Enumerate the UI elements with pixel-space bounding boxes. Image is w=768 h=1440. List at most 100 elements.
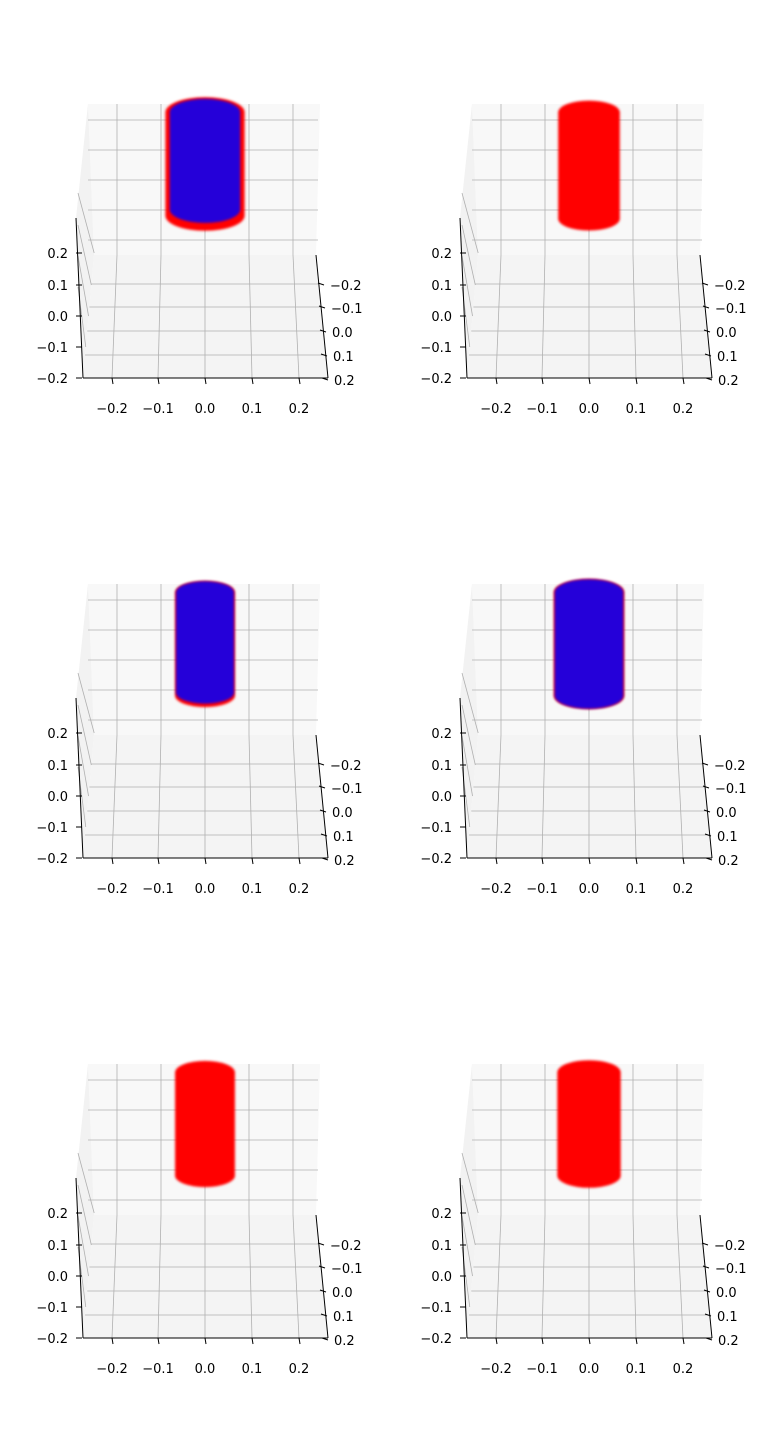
x-tick-label: 0.0 [579,402,600,417]
x-tick [635,1337,638,1345]
x-tick [298,377,301,385]
grid-line [111,254,118,379]
z-tick-label: 0.0 [431,1270,452,1285]
grid-line [461,192,479,254]
z-tick-label: −0.2 [420,372,452,387]
y-tick-label: −0.1 [715,302,747,317]
subplot-3: −0.2 −0.1 0.0 0.1 0.2 −0.2 −0.1 0.0 0.1 0.2 −0.2 −0… [36,580,363,897]
y-tick [320,1313,328,1317]
grid-line [77,192,95,254]
y-tick [701,762,709,766]
y-tick-label: −0.1 [715,782,747,797]
grid-line [632,734,637,859]
x-tick-label: 0.0 [195,1362,216,1377]
z-tick-label: −0.1 [420,341,452,356]
x-tick [495,1337,498,1345]
z-tick-label: −0.1 [36,341,68,356]
z-tick-label: 0.1 [431,1239,452,1254]
gridlines [461,104,710,379]
z-axis-line [459,1177,468,1339]
grid-line [632,1214,637,1339]
grid-line [77,255,89,317]
grid-line [248,734,253,859]
grid-line [77,672,95,734]
y-tick [704,1313,712,1317]
y-axis-line [315,1214,329,1339]
cylinder-body [175,1072,235,1176]
y-tick [321,377,329,381]
z-tick-label: −0.1 [420,1301,452,1316]
x-tick-label: −0.1 [526,1362,558,1377]
z-axis-line [75,1177,84,1339]
z-axis-line [75,217,84,379]
z-tick-label: 0.0 [47,790,68,805]
y-tick-label: 0.2 [718,1334,739,1349]
grid-line [541,254,546,379]
y-tick [321,857,329,861]
x-tick-label: 0.0 [195,882,216,897]
y-tick [321,1337,329,1341]
z-tick-label: 0.1 [47,759,68,774]
x-tick-label: 0.1 [242,882,263,897]
floor-pane [83,255,328,378]
grid-line [461,672,479,734]
z-tick-label: 0.2 [47,727,68,742]
x-tick [495,857,498,865]
grid-line [77,1215,89,1277]
y-tick [705,377,713,381]
y-tick-label: −0.1 [715,1262,747,1277]
x-tick [204,377,207,385]
z-tick-label: −0.2 [36,372,68,387]
x-tick-label: 0.2 [673,882,694,897]
cylinder-body [554,592,624,696]
y-tick [319,329,327,333]
x-tick [251,1337,254,1345]
y-tick [704,353,712,357]
x-tick-label: 0.1 [626,402,647,417]
x-tick [635,377,638,385]
x-tick [541,377,544,385]
y-tick-label: 0.0 [332,1286,353,1301]
x-tick [588,1337,591,1345]
z-tick-label: −0.2 [420,1332,452,1347]
z-axis-line [75,697,84,859]
z-tick-label: 0.0 [47,1270,68,1285]
z-tick-label: 0.1 [431,279,452,294]
series-2-points [169,98,241,223]
y-tick [320,833,328,837]
y-tick [318,785,326,789]
z-tick-label: 0.0 [47,310,68,325]
x-tick [111,857,114,865]
cylinder-body [557,1072,621,1176]
y-tick [317,762,325,766]
x-tick-label: 0.0 [579,1362,600,1377]
x-tick-label: −0.2 [480,882,512,897]
y-tick [704,833,712,837]
z-tick-label: 0.2 [431,247,452,262]
y-tick [703,809,711,813]
y-tick-label: −0.1 [331,782,363,797]
z-tick-label: −0.1 [420,821,452,836]
grid-line [157,1214,162,1339]
cylinder-top [175,581,235,604]
x-tick [495,377,498,385]
z-tick-label: −0.2 [36,1332,68,1347]
y-tick-label: 0.2 [718,854,739,869]
grid-line [676,734,684,859]
x-tick-label: 0.0 [195,402,216,417]
x-tick [157,1337,160,1345]
y-axis-line [699,1214,713,1339]
floor-pane [83,735,328,858]
z-tick-label: 0.1 [47,1239,68,1254]
z-axis-line [459,217,468,379]
x-tick [682,377,685,385]
z-tick-label: 0.1 [47,279,68,294]
grid-line [77,224,92,286]
x-tick [204,1337,207,1345]
grid-line [461,1184,476,1246]
grid-line [157,734,162,859]
y-tick-label: 0.2 [334,854,355,869]
y-tick-label: 0.2 [718,374,739,389]
grid-line [77,704,92,766]
